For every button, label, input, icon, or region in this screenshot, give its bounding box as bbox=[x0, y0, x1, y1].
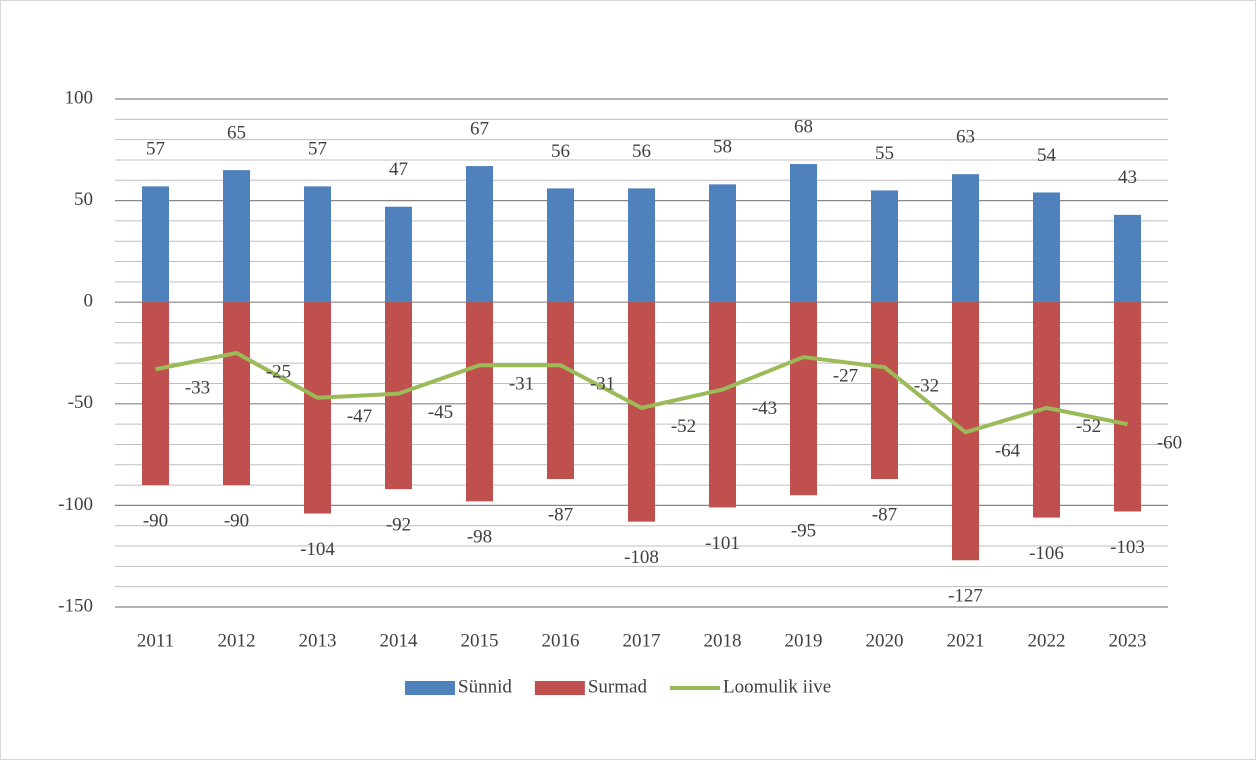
bar bbox=[385, 206, 412, 303]
data-label: 56 bbox=[551, 141, 570, 162]
data-label: -52 bbox=[1076, 416, 1101, 437]
legend-label: Loomulik iive bbox=[723, 676, 831, 697]
data-label: -43 bbox=[752, 398, 777, 419]
data-label: -25 bbox=[266, 361, 291, 382]
bar bbox=[142, 186, 169, 303]
x-tick-label: 2015 bbox=[461, 630, 499, 651]
data-label: -87 bbox=[548, 504, 573, 525]
x-tick-label: 2017 bbox=[623, 630, 661, 651]
bar bbox=[628, 302, 655, 522]
x-tick-label: 2011 bbox=[137, 630, 174, 651]
x-tick-label: 2013 bbox=[299, 630, 337, 651]
data-label: 65 bbox=[227, 122, 246, 143]
data-label: -90 bbox=[143, 510, 168, 531]
data-label: 56 bbox=[632, 141, 651, 162]
bar bbox=[223, 302, 250, 486]
data-label: 57 bbox=[146, 139, 165, 160]
x-tick-label: 2019 bbox=[785, 630, 823, 651]
data-label: 68 bbox=[794, 116, 813, 137]
data-label: -45 bbox=[428, 402, 453, 423]
x-tick-label: 2021 bbox=[947, 630, 985, 651]
bar bbox=[1114, 214, 1141, 303]
bar bbox=[466, 166, 493, 303]
data-label: -103 bbox=[1110, 537, 1145, 558]
legend-label: Sünnid bbox=[458, 676, 512, 697]
data-label: -127 bbox=[948, 586, 983, 607]
x-tick-label: 2022 bbox=[1028, 630, 1066, 651]
data-label: 63 bbox=[956, 127, 975, 148]
data-label: -92 bbox=[386, 515, 411, 536]
x-tick-label: 2018 bbox=[704, 630, 742, 651]
bar bbox=[952, 174, 979, 303]
data-label: -87 bbox=[872, 504, 897, 525]
legend-swatch bbox=[405, 681, 455, 695]
data-label: 67 bbox=[470, 118, 489, 139]
data-label: -101 bbox=[705, 533, 740, 554]
data-label: -52 bbox=[671, 416, 696, 437]
data-label: 47 bbox=[389, 159, 408, 180]
data-label: 54 bbox=[1037, 145, 1057, 166]
x-tick-label: 2023 bbox=[1109, 630, 1147, 651]
y-tick-label: 100 bbox=[65, 87, 94, 108]
bar bbox=[466, 302, 493, 502]
data-label: -47 bbox=[347, 406, 372, 427]
data-label: -31 bbox=[509, 374, 534, 395]
data-label: -106 bbox=[1029, 543, 1064, 564]
bar bbox=[547, 188, 574, 303]
y-tick-label: 50 bbox=[74, 189, 93, 210]
data-label: 58 bbox=[713, 137, 732, 158]
data-label: 55 bbox=[875, 143, 894, 164]
bar bbox=[871, 302, 898, 479]
x-tick-label: 2016 bbox=[542, 630, 580, 651]
bar bbox=[304, 186, 331, 303]
data-label: -64 bbox=[995, 441, 1021, 462]
x-tick-label: 2012 bbox=[218, 630, 256, 651]
bar bbox=[709, 302, 736, 508]
data-label: -27 bbox=[833, 365, 858, 386]
legend-swatch bbox=[534, 681, 585, 695]
bar bbox=[871, 190, 898, 303]
bar bbox=[628, 188, 655, 303]
y-tick-label: 0 bbox=[84, 291, 94, 312]
bar bbox=[304, 302, 331, 514]
data-label: -90 bbox=[224, 510, 249, 531]
y-tick-label: -100 bbox=[58, 494, 93, 515]
data-label: -108 bbox=[624, 547, 659, 568]
data-label: -33 bbox=[185, 378, 210, 399]
bar bbox=[1033, 192, 1060, 303]
data-label: -32 bbox=[914, 376, 939, 397]
x-tick-label: 2020 bbox=[866, 630, 904, 651]
bar bbox=[709, 184, 736, 303]
y-tick-label: -150 bbox=[58, 595, 93, 616]
data-label: -98 bbox=[467, 527, 492, 548]
data-label: -95 bbox=[791, 521, 816, 542]
x-tick-label: 2014 bbox=[380, 630, 419, 651]
bar bbox=[790, 302, 817, 496]
bar bbox=[547, 302, 574, 479]
bar bbox=[223, 170, 250, 303]
legend-label: Surmad bbox=[588, 676, 648, 697]
data-label: -104 bbox=[300, 539, 335, 560]
data-label: 43 bbox=[1118, 167, 1137, 188]
bar bbox=[142, 302, 169, 486]
data-label: -31 bbox=[590, 374, 615, 395]
bar bbox=[1114, 302, 1141, 512]
y-tick-label: -50 bbox=[68, 392, 93, 413]
bar bbox=[790, 164, 817, 303]
line bbox=[155, 351, 1128, 435]
data-label: 57 bbox=[308, 139, 327, 160]
data-label: -60 bbox=[1157, 432, 1182, 453]
